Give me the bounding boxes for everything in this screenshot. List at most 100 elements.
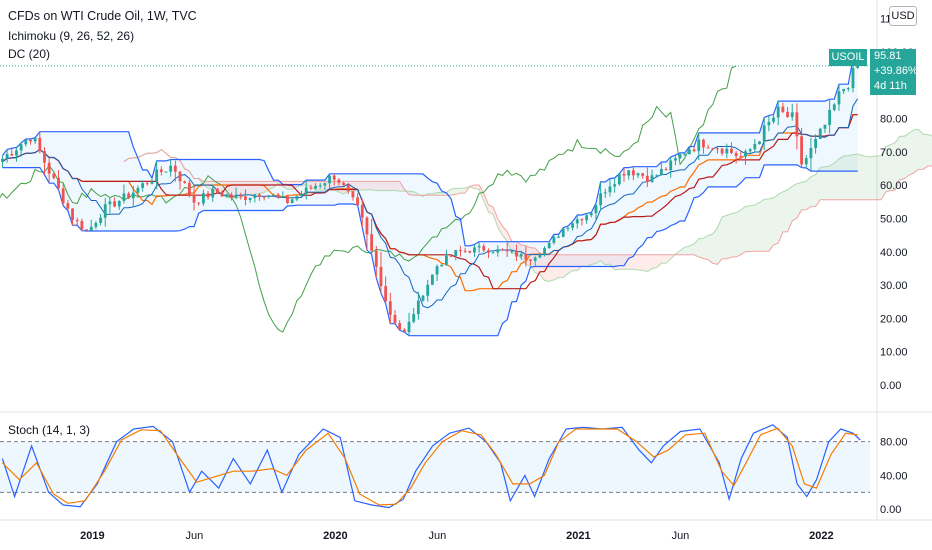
candle-body[interactable] bbox=[206, 193, 210, 198]
candle-body[interactable] bbox=[510, 251, 514, 253]
candle-body[interactable] bbox=[155, 169, 159, 182]
candle-body[interactable] bbox=[501, 249, 504, 251]
candle-body[interactable] bbox=[38, 137, 42, 152]
candle-body[interactable] bbox=[543, 248, 546, 255]
candle-body[interactable] bbox=[823, 124, 827, 129]
donchian-legend[interactable]: DC (20) bbox=[8, 47, 51, 61]
candle-body[interactable] bbox=[94, 222, 98, 227]
stoch-axis[interactable]: 80.00 40.00 0.00 bbox=[880, 437, 908, 517]
candle-body[interactable] bbox=[234, 195, 238, 198]
candle-body[interactable] bbox=[617, 173, 621, 185]
candle-body[interactable] bbox=[328, 175, 331, 184]
candle-body[interactable] bbox=[800, 136, 803, 165]
candle-body[interactable] bbox=[454, 250, 458, 257]
candle-body[interactable] bbox=[790, 112, 794, 117]
candle-body[interactable] bbox=[113, 201, 116, 207]
candle-body[interactable] bbox=[767, 121, 771, 126]
candle-body[interactable] bbox=[734, 152, 738, 157]
candle-body[interactable] bbox=[645, 175, 649, 183]
candle-body[interactable] bbox=[127, 193, 131, 199]
candle-body[interactable] bbox=[159, 169, 163, 172]
candle-body[interactable] bbox=[762, 125, 766, 142]
candle-body[interactable] bbox=[300, 193, 303, 197]
candle-body[interactable] bbox=[730, 148, 733, 153]
candle-body[interactable] bbox=[804, 158, 808, 165]
candle-body[interactable] bbox=[566, 227, 570, 229]
candle-body[interactable] bbox=[776, 106, 780, 118]
candle-body[interactable] bbox=[524, 253, 528, 260]
candle-body[interactable] bbox=[337, 179, 341, 183]
candle-body[interactable] bbox=[24, 139, 28, 145]
candle-body[interactable] bbox=[52, 173, 56, 178]
candle-body[interactable] bbox=[842, 88, 846, 92]
candle-body[interactable] bbox=[85, 229, 88, 231]
candle-body[interactable] bbox=[702, 139, 705, 148]
candle-body[interactable] bbox=[599, 193, 603, 206]
candle-body[interactable] bbox=[828, 109, 832, 125]
candle-body[interactable] bbox=[5, 154, 9, 159]
time-axis[interactable]: 2019 Jun 2020 Jun 2021 Jun 2022 bbox=[80, 530, 834, 542]
candle-body[interactable] bbox=[533, 257, 537, 261]
candle-body[interactable] bbox=[491, 252, 495, 254]
candle-body[interactable] bbox=[561, 228, 565, 237]
candle-body[interactable] bbox=[613, 184, 617, 187]
main-price-pane[interactable] bbox=[0, 57, 932, 337]
candle-body[interactable] bbox=[19, 144, 23, 151]
candle-body[interactable] bbox=[393, 314, 397, 324]
candle-body[interactable] bbox=[505, 250, 509, 252]
candle-body[interactable] bbox=[445, 255, 448, 265]
candle-body[interactable] bbox=[678, 154, 682, 159]
candle-body[interactable] bbox=[136, 187, 140, 193]
candle-body[interactable] bbox=[664, 169, 668, 171]
candle-body[interactable] bbox=[309, 187, 313, 189]
candle-body[interactable] bbox=[575, 219, 579, 224]
candle-body[interactable] bbox=[197, 202, 201, 204]
candle-body[interactable] bbox=[547, 242, 551, 249]
candle-body[interactable] bbox=[230, 194, 233, 198]
candle-body[interactable] bbox=[449, 255, 453, 257]
candle-body[interactable] bbox=[117, 200, 121, 207]
candle-body[interactable] bbox=[253, 194, 257, 198]
chart-title[interactable]: CFDs on WTI Crude Oil, 1W, TVC bbox=[8, 9, 197, 23]
candle-body[interactable] bbox=[412, 314, 416, 322]
currency-button[interactable]: USD bbox=[889, 6, 917, 26]
candle-body[interactable] bbox=[80, 221, 84, 230]
candle-body[interactable] bbox=[248, 197, 252, 200]
candle-body[interactable] bbox=[608, 186, 612, 193]
candle-body[interactable] bbox=[669, 160, 673, 171]
candle-body[interactable] bbox=[108, 201, 112, 205]
candle-body[interactable] bbox=[29, 139, 32, 142]
candle-body[interactable] bbox=[748, 149, 752, 152]
candle-body[interactable] bbox=[706, 147, 710, 149]
candle-body[interactable] bbox=[496, 249, 500, 253]
candle-body[interactable] bbox=[846, 88, 850, 90]
candle-body[interactable] bbox=[594, 205, 598, 214]
candle-body[interactable] bbox=[589, 213, 593, 216]
candle-body[interactable] bbox=[122, 193, 126, 201]
candle-body[interactable] bbox=[71, 208, 74, 220]
candle-body[interactable] bbox=[818, 128, 822, 140]
candle-body[interactable] bbox=[99, 217, 102, 223]
candle-body[interactable] bbox=[201, 193, 205, 204]
candle-body[interactable] bbox=[622, 173, 626, 176]
candle-body[interactable] bbox=[477, 246, 481, 248]
candle-body[interactable] bbox=[711, 148, 715, 150]
candle-body[interactable] bbox=[421, 295, 425, 301]
candle-body[interactable] bbox=[673, 158, 677, 161]
candle-body[interactable] bbox=[1, 158, 4, 162]
candle-body[interactable] bbox=[262, 196, 266, 198]
candle-body[interactable] bbox=[795, 112, 799, 137]
candle-body[interactable] bbox=[187, 182, 191, 195]
candle-body[interactable] bbox=[468, 250, 472, 253]
candle-body[interactable] bbox=[150, 181, 154, 184]
candle-body[interactable] bbox=[739, 156, 743, 158]
candle-body[interactable] bbox=[169, 165, 173, 172]
candle-body[interactable] bbox=[318, 185, 322, 187]
candle-body[interactable] bbox=[402, 329, 406, 333]
candle-body[interactable] bbox=[103, 204, 107, 218]
candle-body[interactable] bbox=[744, 151, 747, 157]
candle-body[interactable] bbox=[290, 199, 294, 204]
candle-body[interactable] bbox=[332, 175, 336, 180]
candle-body[interactable] bbox=[351, 191, 355, 198]
